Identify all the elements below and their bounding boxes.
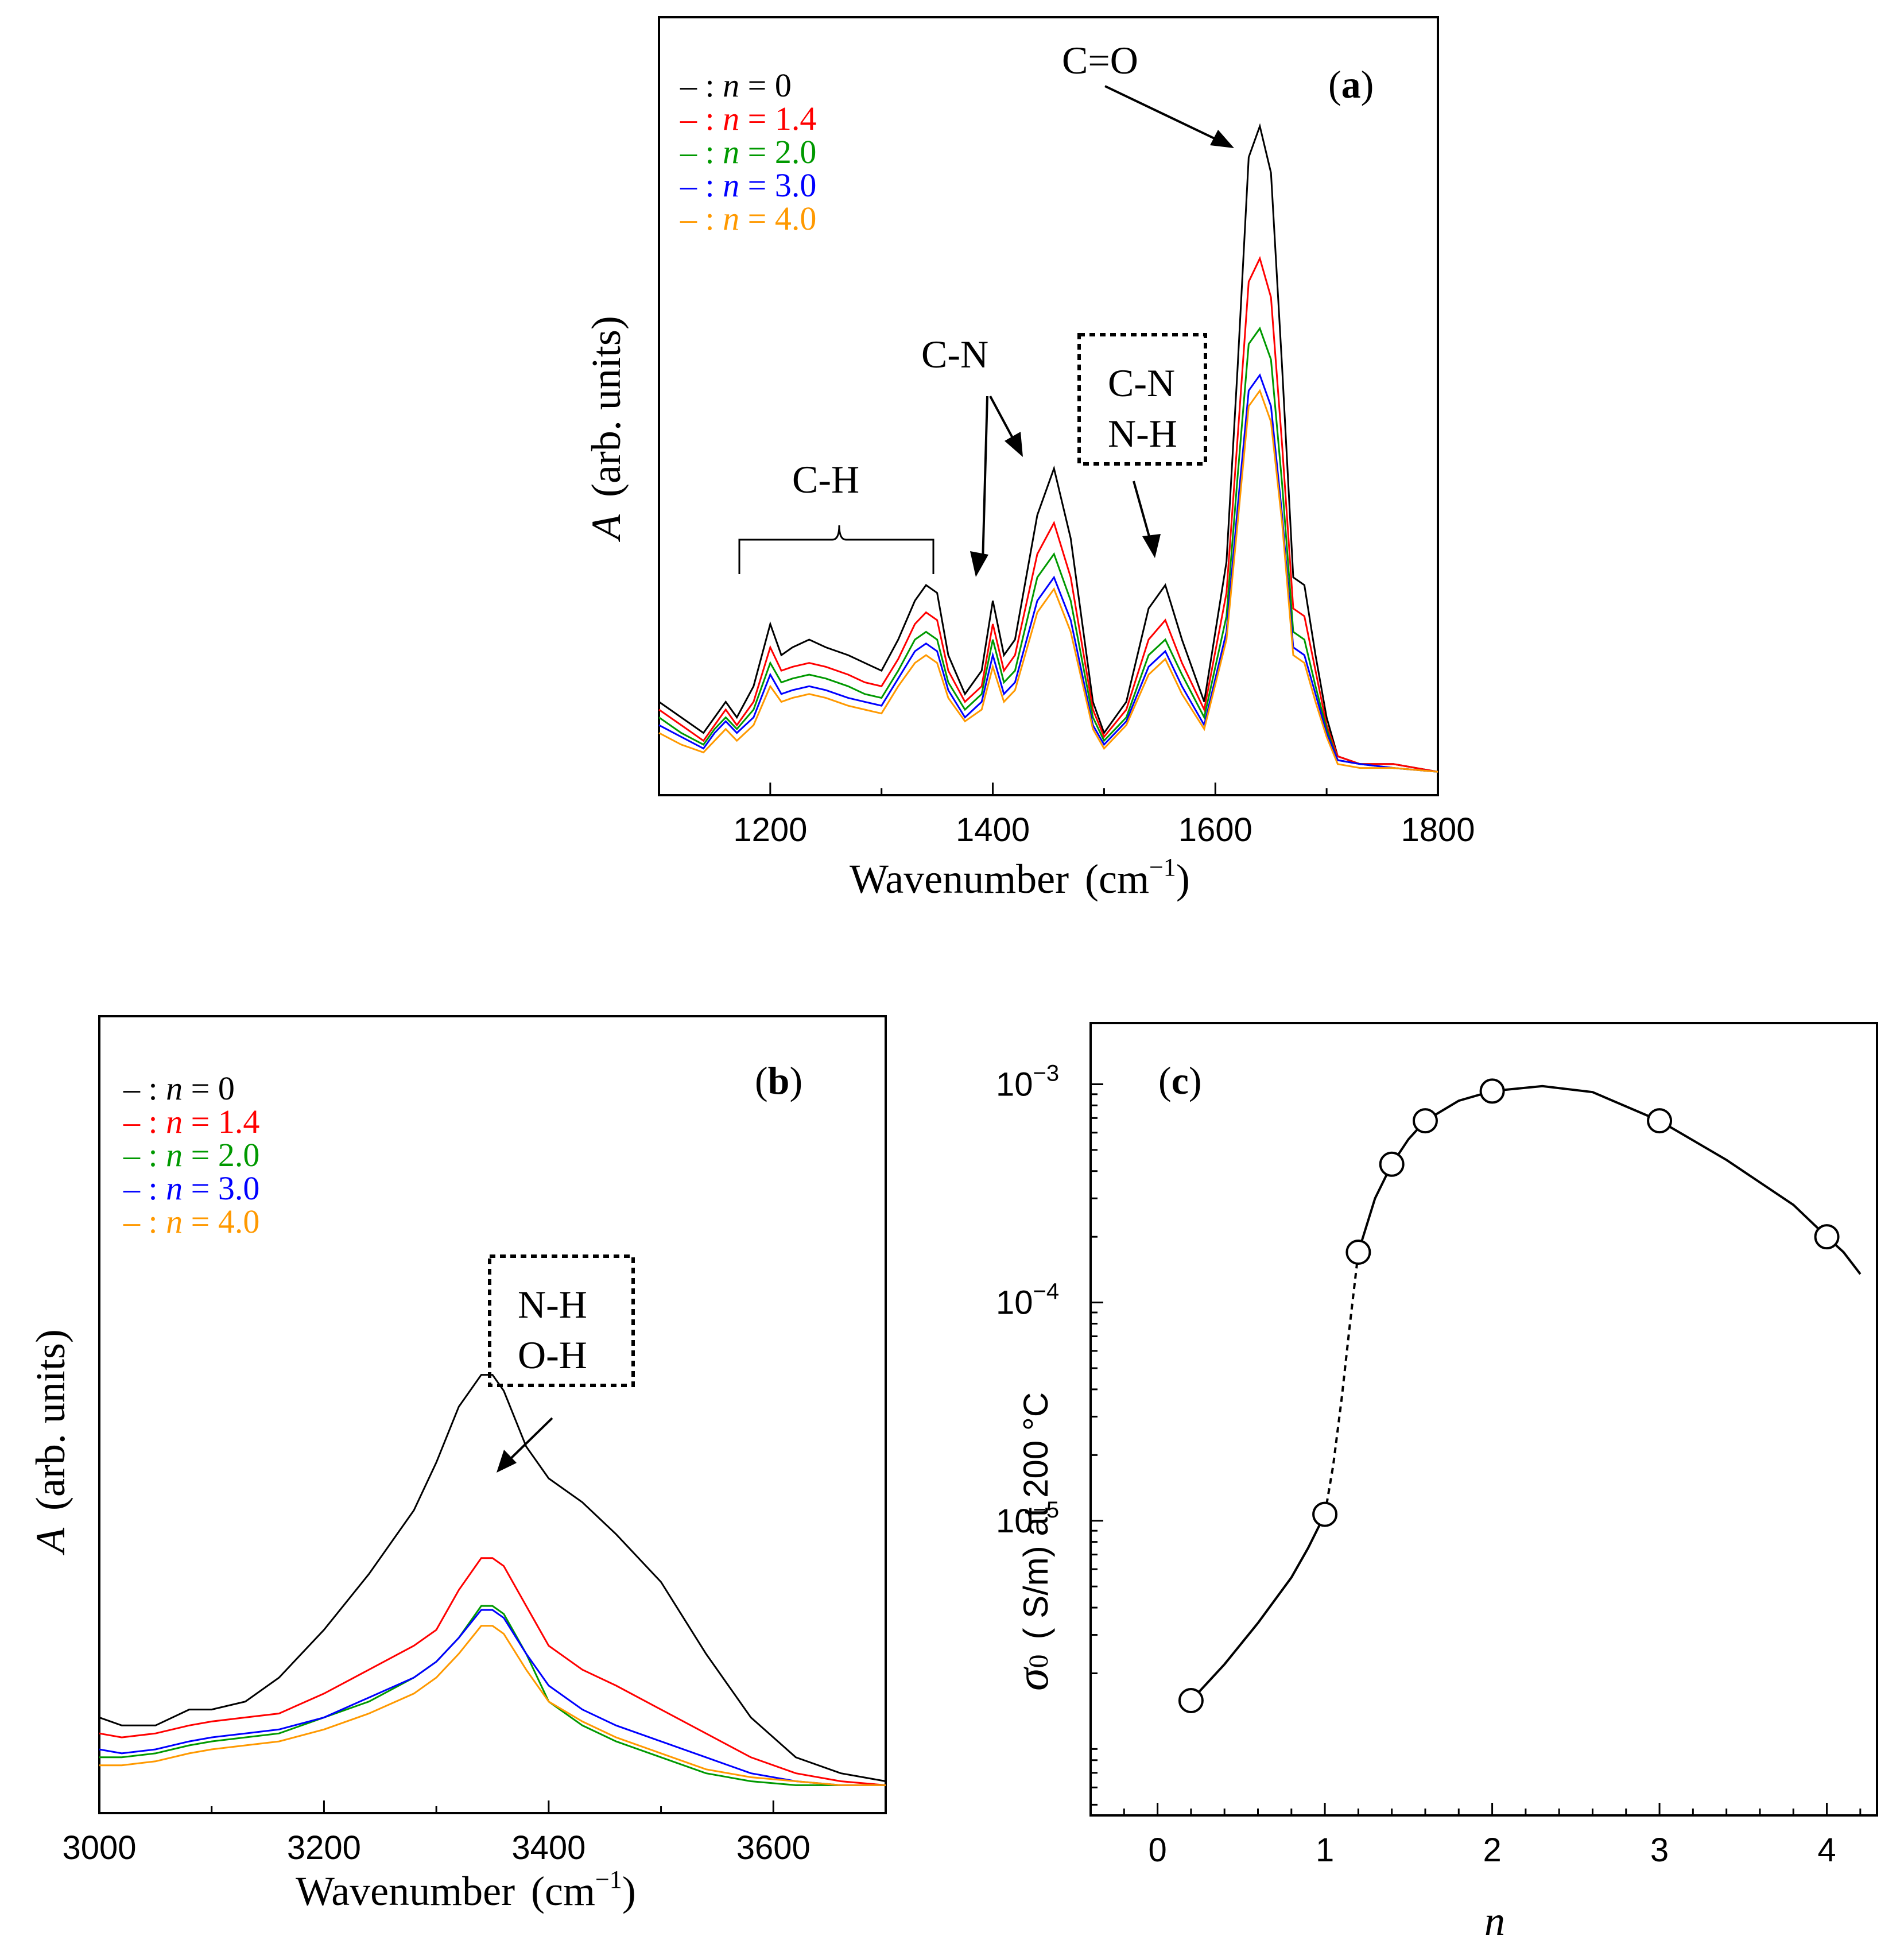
panel-c-data-point bbox=[1178, 1687, 1204, 1713]
panel-c-y-axis-title: σ0( S/m) at 200 °C bbox=[1007, 1392, 1058, 1691]
panel-a-cn-arrow-right bbox=[989, 396, 1016, 443]
panel-c-fit-curves bbox=[1190, 1085, 1862, 1702]
panel-a-cn-arrowhead-left bbox=[970, 551, 988, 577]
panel-a-legend: – : n = 0 – : n = 1.4 – : n = 2.0 – : n … bbox=[680, 67, 816, 237]
panel-a-x-tick-label: 1400 bbox=[956, 811, 1030, 849]
panel-a-plot-frame bbox=[658, 16, 1439, 796]
panel-a-series bbox=[658, 123, 1438, 773]
panel-c-plot-frame bbox=[1089, 1022, 1878, 1817]
panel-b-series-line bbox=[99, 1609, 886, 1786]
panel-b-legend: – : n = 0 – : n = 1.4 – : n = 2.0 – : n … bbox=[123, 1070, 259, 1240]
panel-a-cn-nh-box bbox=[1077, 333, 1207, 466]
panel-c-y-tick-label: 10−4 bbox=[996, 1279, 1059, 1322]
panel-a-co-arrow bbox=[1104, 85, 1223, 144]
panel-a-cn-arrow-left bbox=[982, 396, 988, 563]
panel-c-x-axis-title: n bbox=[1484, 1898, 1505, 1940]
panel-b-series bbox=[99, 1374, 886, 1786]
panel-b-legend-item: – : n = 0 bbox=[123, 1070, 235, 1107]
panel-a-spectrum-chart: 1200 1400 1600 1800 (a) – : n = 0 – : n = 1… bbox=[583, 16, 1475, 902]
panel-b-series-line bbox=[99, 1557, 886, 1786]
panel-a-co-arrowhead bbox=[1210, 130, 1234, 148]
panel-b-nh-oh-box bbox=[488, 1254, 635, 1387]
panel-a-legend-item: – : n = 2.0 bbox=[680, 133, 816, 171]
panel-b-x-tick-label: 3200 bbox=[287, 1829, 361, 1867]
panel-b-x-tick-label: 3400 bbox=[511, 1829, 585, 1867]
panel-a-cn-arrowhead-right bbox=[1005, 432, 1023, 457]
panel-c-x-tick-label: 3 bbox=[1650, 1831, 1669, 1869]
panel-a-x-tick-label: 1200 bbox=[733, 811, 807, 849]
panel-a-x-tick-labels: 1200 1400 1600 1800 bbox=[733, 811, 1475, 849]
panel-c-data-point bbox=[1312, 1501, 1338, 1527]
panel-a-series-line bbox=[658, 255, 1438, 773]
panel-a-x-tick-label: 1800 bbox=[1401, 811, 1475, 849]
panel-a-y-axis-title: A(arb. units) bbox=[583, 316, 629, 542]
panel-a-box-line2: N-H bbox=[1108, 412, 1177, 455]
panel-b-box-line1: N-H bbox=[518, 1283, 587, 1326]
panel-a-ch-brace bbox=[738, 525, 934, 574]
panel-a-box-arrow bbox=[1133, 481, 1152, 543]
panel-c-data-point bbox=[1647, 1108, 1673, 1134]
panel-c-tick-labels: 0 1 2 3 4 10−5 10−4 10−3 bbox=[996, 1060, 1836, 1869]
panel-a-legend-item: – : n = 0 bbox=[680, 67, 792, 104]
panel-c-data-point bbox=[1345, 1240, 1371, 1265]
panel-b-label: (b) bbox=[755, 1059, 802, 1102]
panel-a-legend-item: – : n = 1.4 bbox=[680, 100, 816, 137]
panel-c-x-tick-label: 2 bbox=[1483, 1831, 1501, 1869]
panel-a-cn-annotation: C-N bbox=[921, 332, 988, 376]
panel-c-x-tick-label: 4 bbox=[1817, 1831, 1836, 1869]
panel-a-x-axis-title: Wavenumber (cm−1) bbox=[850, 853, 1190, 902]
panel-c-x-tick-label: 0 bbox=[1148, 1831, 1166, 1869]
panel-c-data-point bbox=[1379, 1151, 1405, 1177]
panel-b-x-axis-title: Wavenumber (cm−1) bbox=[296, 1865, 636, 1914]
panel-b-x-tick-labels: 3000 3200 3400 3600 bbox=[62, 1829, 810, 1867]
panel-b-legend-item: – : n = 4.0 bbox=[123, 1203, 259, 1240]
panel-b-x-ticks bbox=[98, 1800, 774, 1813]
panel-b-series-line bbox=[99, 1605, 886, 1786]
panel-a-legend-item: – : n = 4.0 bbox=[680, 200, 816, 237]
panel-b-plot-frame bbox=[98, 1015, 887, 1814]
panel-b-series-line bbox=[99, 1625, 886, 1786]
panel-a-legend-item: – : n = 3.0 bbox=[680, 166, 816, 204]
panel-c-x-tick-label: 1 bbox=[1316, 1831, 1334, 1869]
panel-a-label: (a) bbox=[1328, 63, 1374, 106]
panel-c-fit-curve-low bbox=[1190, 1513, 1326, 1702]
panel-c-y-tick-label: 10−5 bbox=[996, 1497, 1059, 1540]
panel-a-x-tick-label: 1600 bbox=[1178, 811, 1252, 849]
panel-b-spectrum-chart: 3000 3200 3400 3600 (b) – : n = 0 – : n = 1… bbox=[28, 1015, 887, 1914]
panel-b-y-axis-title: A(arb. units) bbox=[28, 1329, 73, 1555]
panel-b-x-tick-label: 3000 bbox=[62, 1829, 136, 1867]
panel-a-series-line bbox=[658, 373, 1438, 773]
panel-a-box-line1: C-N bbox=[1108, 361, 1175, 405]
panel-c-fit-curve-dashed bbox=[1324, 1252, 1360, 1515]
panel-b-legend-item: – : n = 3.0 bbox=[123, 1170, 259, 1207]
panel-b-box-line2: O-H bbox=[518, 1333, 587, 1377]
panel-a-box-arrowhead bbox=[1142, 534, 1161, 558]
panel-b-legend-item: – : n = 1.4 bbox=[123, 1103, 259, 1140]
panel-a-series-line bbox=[658, 326, 1438, 773]
panel-a-ch-annotation: C-H bbox=[792, 458, 859, 501]
panel-c-conductivity-chart: 0 1 2 3 4 10−5 10−4 10−3 (c) n σ0( S/m) at 200 … bbox=[996, 1022, 1878, 1940]
panel-b-x-tick-label: 3600 bbox=[736, 1829, 811, 1867]
panel-b-series-line bbox=[99, 1374, 886, 1782]
panel-b-legend-item: – : n = 2.0 bbox=[123, 1136, 259, 1174]
panel-c-data-point bbox=[1479, 1078, 1505, 1104]
panel-c-data-point bbox=[1814, 1224, 1840, 1250]
panel-a-series-line bbox=[658, 389, 1438, 773]
panel-c-data-points bbox=[1178, 1078, 1840, 1713]
panel-b-box-arrow bbox=[507, 1417, 553, 1462]
panel-b-box-arrowhead bbox=[497, 1450, 517, 1473]
panel-c-data-point bbox=[1412, 1108, 1438, 1134]
panel-c-ticks bbox=[1091, 1083, 1862, 1815]
panel-c-y-tick-label: 10−3 bbox=[996, 1060, 1059, 1103]
panel-c-label: (c) bbox=[1158, 1059, 1202, 1102]
panel-a-x-ticks bbox=[769, 783, 1439, 795]
panel-a-co-annotation: C=O bbox=[1062, 38, 1138, 82]
panel-a-series-line bbox=[658, 123, 1438, 773]
